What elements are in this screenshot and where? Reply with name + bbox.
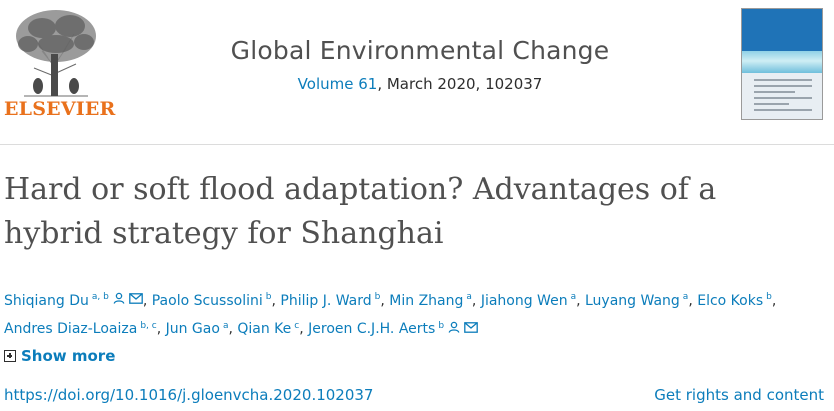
show-more-button[interactable]: Show more (4, 347, 115, 365)
affiliation-marker[interactable]: a, b (91, 292, 109, 302)
journal-info: Global Environmental Change Volume 61, M… (200, 36, 640, 93)
tree-icon (16, 10, 96, 97)
author-list: Shiqiang Du a, b, Paolo Scussolini b, Phil… (4, 285, 828, 342)
issue-info: , March 2020, 102037 (377, 75, 543, 93)
person-icon[interactable] (113, 288, 125, 313)
affiliation-marker[interactable]: a (222, 320, 229, 331)
author-separator: , (471, 292, 477, 309)
author-name[interactable]: Elco Koks (697, 292, 764, 309)
author-name[interactable]: Jeroen C.J.H. Aerts (308, 321, 436, 338)
author-separator: , (142, 292, 148, 309)
author-separator: , (156, 321, 162, 338)
author-name[interactable]: Jiahong Wen (480, 292, 568, 309)
affiliation-marker[interactable]: a (466, 292, 472, 302)
doi-link[interactable]: https://doi.org/10.1016/j.gloenvcha.2020… (4, 386, 374, 404)
author-separator: , (771, 292, 777, 309)
author-name[interactable]: Luyang Wang (585, 292, 680, 309)
affiliation-marker[interactable]: b, c (140, 320, 157, 331)
rights-link[interactable]: Get rights and content (654, 386, 824, 404)
author-entry[interactable]: Philip J. Ward b, (280, 292, 385, 309)
author-separator: , (299, 321, 304, 338)
author-entry[interactable]: Paolo Scussolini b, (151, 292, 276, 309)
author-name[interactable]: Qian Ke (237, 321, 292, 338)
author-separator: , (688, 292, 693, 309)
author-name[interactable]: Shiqiang Du (4, 292, 89, 309)
article-header: ELSEVIER Global Environmental Change Vol… (0, 0, 834, 130)
author-separator: , (228, 321, 233, 338)
article-title: Hard or soft flood adaptation? Advantage… (4, 172, 717, 251)
author-entry[interactable]: Andres Diaz-Loaiza b, c, (4, 320, 162, 338)
header-divider (0, 144, 834, 145)
author-name[interactable]: Paolo Scussolini (151, 292, 263, 309)
cover-wave (742, 51, 822, 73)
expand-icon (4, 350, 16, 362)
author-entry[interactable]: Shiqiang Du a, b, (4, 292, 148, 309)
author-entry[interactable]: Luyang Wang a, (585, 292, 693, 309)
author-separator: , (380, 292, 385, 309)
author-entry[interactable]: Qian Ke c, (237, 320, 304, 338)
author-entry[interactable]: Jiahong Wen a, (480, 292, 581, 309)
publisher-name: ELSEVIER (4, 98, 116, 120)
envelope-icon[interactable] (128, 288, 143, 313)
author-separator: , (576, 292, 581, 309)
author-entry[interactable]: Elco Koks b, (697, 292, 777, 309)
affiliation-marker[interactable]: b (374, 292, 381, 302)
envelope-icon[interactable] (464, 317, 478, 342)
affiliation-marker[interactable]: a (570, 292, 577, 302)
cover-contents (754, 79, 812, 115)
journal-title-link[interactable]: Global Environmental Change (230, 36, 610, 65)
elsevier-logo[interactable]: ELSEVIER (4, 6, 116, 124)
journal-meta: Volume 61, March 2020, 102037 (200, 75, 640, 93)
journal-cover-image[interactable] (741, 8, 823, 120)
person-icon[interactable] (448, 317, 460, 342)
author-entry[interactable]: Min Zhang a, (389, 292, 477, 309)
show-more-label: Show more (21, 347, 116, 365)
affiliation-marker[interactable]: b (438, 320, 445, 331)
affiliation-marker[interactable]: c (294, 320, 300, 331)
author-name[interactable]: Andres Diaz-Loaiza (4, 321, 138, 338)
affiliation-marker[interactable]: a (682, 292, 689, 302)
volume-link[interactable]: Volume 61 (297, 75, 378, 93)
author-entry[interactable]: Jun Gao a, (165, 320, 233, 338)
author-name[interactable]: Min Zhang (389, 292, 464, 309)
author-name[interactable]: Jun Gao (165, 321, 220, 338)
author-entry[interactable]: Jeroen C.J.H. Aerts b (308, 321, 478, 337)
author-name[interactable]: Philip J. Ward (280, 292, 372, 309)
cover-band (742, 9, 822, 51)
author-separator: , (271, 292, 276, 309)
affiliation-marker[interactable]: b (766, 292, 772, 302)
affiliation-marker[interactable]: b (265, 292, 272, 302)
